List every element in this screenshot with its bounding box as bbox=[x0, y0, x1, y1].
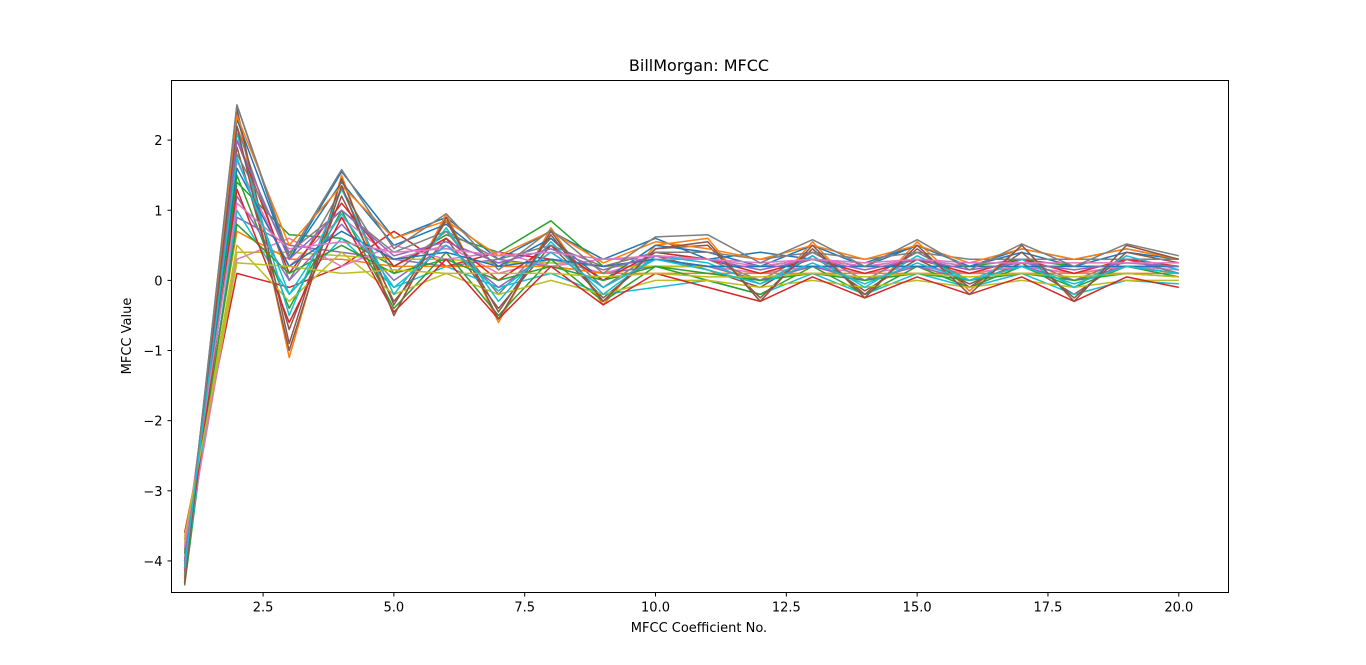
series-line bbox=[183, 139, 1179, 572]
series-line bbox=[183, 156, 1179, 569]
chart-title: BillMorgan: MFCC bbox=[629, 56, 769, 75]
y-axis-title: MFCC Value bbox=[120, 298, 135, 375]
x-tick-label: 2.5 bbox=[253, 601, 274, 616]
y-tick-label: 2 bbox=[154, 134, 162, 149]
x-tick-label: 17.5 bbox=[1033, 601, 1062, 616]
series-line bbox=[183, 153, 1179, 569]
y-tick-label: 0 bbox=[154, 274, 162, 289]
series-line bbox=[183, 125, 1179, 585]
series-line bbox=[183, 132, 1179, 576]
series-line bbox=[183, 188, 1179, 572]
y-tick-label: −4 bbox=[143, 555, 162, 570]
series-line bbox=[183, 230, 1179, 541]
plot-frame bbox=[171, 80, 1229, 593]
series-line bbox=[183, 107, 1179, 579]
series-line bbox=[183, 125, 1179, 569]
y-tick-label: −3 bbox=[143, 485, 162, 500]
x-axis: 2.5 5.0 7.5 10.0 12.5 15.0 17.5 20.0 bbox=[253, 592, 1193, 616]
series-line bbox=[183, 118, 1179, 583]
y-tick-label: 1 bbox=[154, 204, 162, 219]
x-tick-label: 12.5 bbox=[772, 601, 801, 616]
series-line bbox=[183, 262, 1179, 537]
series-line bbox=[183, 209, 1179, 576]
x-tick-label: 5.0 bbox=[384, 601, 405, 616]
y-axis: −4 −3 −2 −1 0 1 2 bbox=[143, 134, 172, 570]
x-tick-label: 7.5 bbox=[514, 601, 535, 616]
series-line bbox=[183, 104, 1179, 576]
series-line bbox=[183, 251, 1179, 548]
y-tick-label: −1 bbox=[143, 345, 162, 360]
x-tick-label: 10.0 bbox=[641, 601, 670, 616]
x-axis-title: MFCC Coefficient No. bbox=[631, 621, 767, 636]
series-line bbox=[183, 237, 1179, 558]
series-line bbox=[183, 167, 1179, 565]
x-tick-label: 20.0 bbox=[1164, 601, 1193, 616]
series-line bbox=[183, 202, 1179, 548]
y-tick-label: −2 bbox=[143, 415, 162, 430]
series-line bbox=[183, 160, 1179, 554]
x-tick-label: 15.0 bbox=[903, 601, 932, 616]
series-line bbox=[183, 104, 1179, 576]
series-line bbox=[183, 244, 1179, 544]
series-lines bbox=[183, 104, 1179, 586]
